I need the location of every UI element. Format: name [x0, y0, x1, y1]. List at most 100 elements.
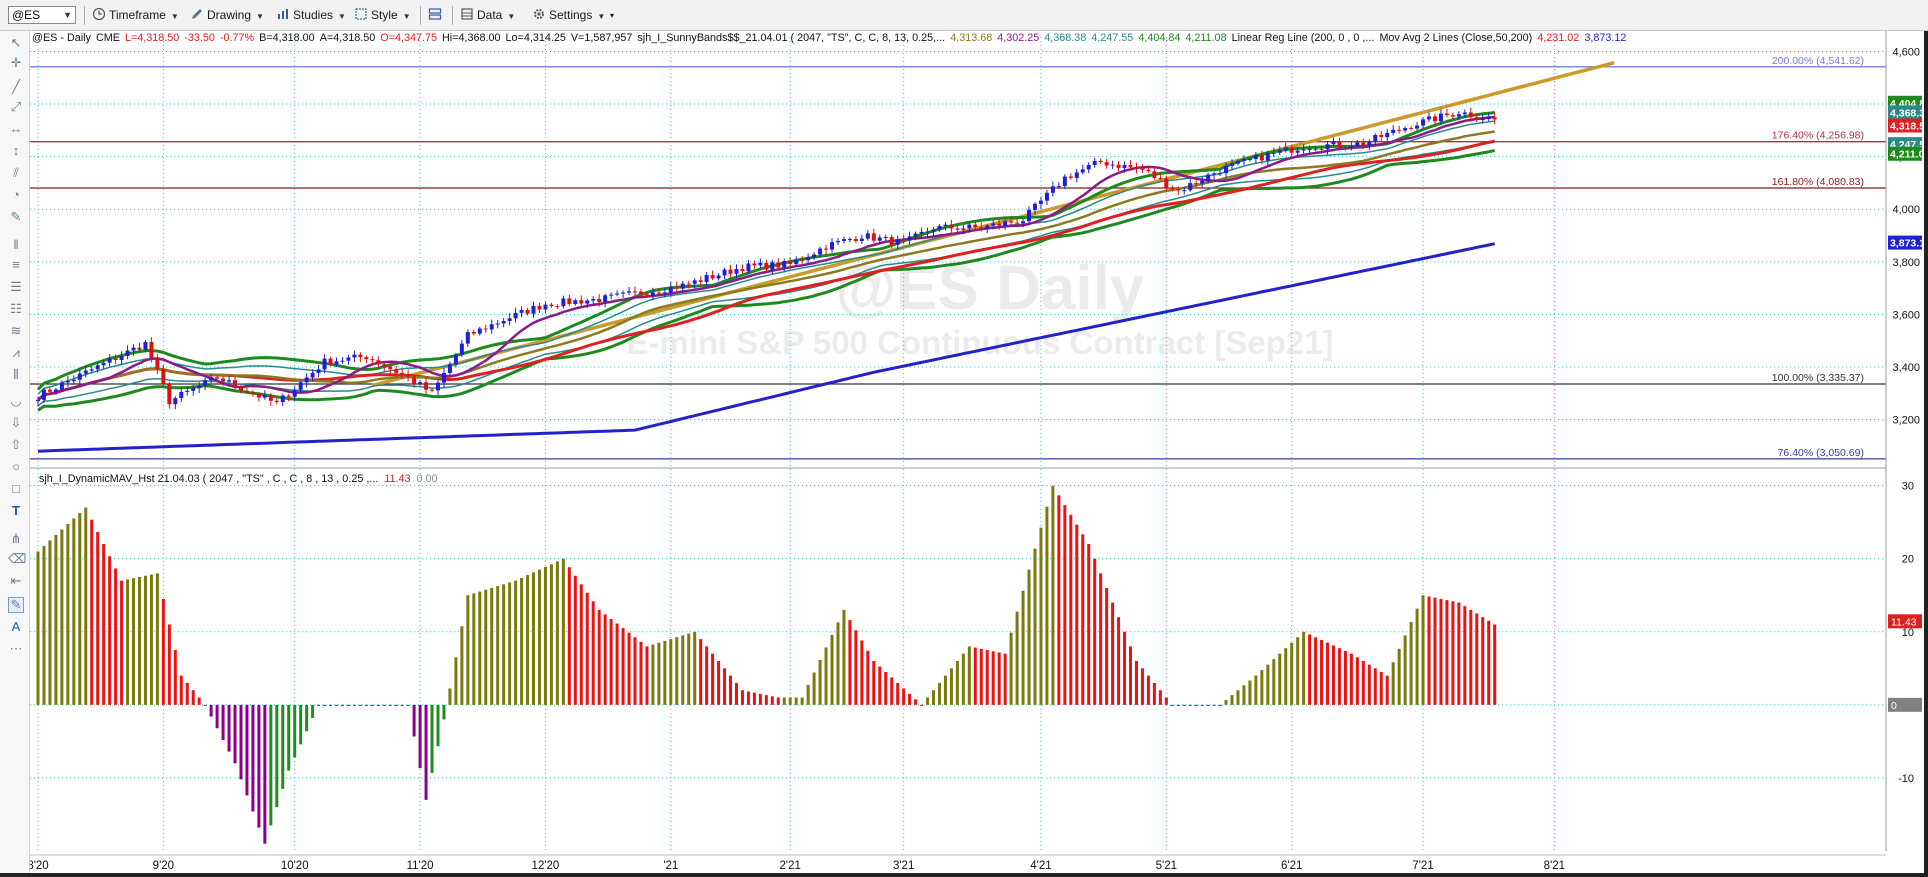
- candle-body: [1241, 159, 1246, 161]
- candle-body: [1253, 154, 1258, 159]
- horizontal-arrows-icon[interactable]: ↔: [9, 121, 23, 136]
- histogram-bar: [1224, 699, 1228, 705]
- pen-icon[interactable]: ✎: [10, 209, 22, 224]
- candle-body: [1403, 128, 1408, 131]
- speed-lines-icon[interactable]: ⩘: [12, 345, 20, 360]
- histogram-bar: [830, 634, 834, 705]
- histogram-bar: [740, 690, 744, 705]
- candle-body: [1134, 167, 1139, 169]
- settings-button[interactable]: Settings ▼: [532, 6, 605, 25]
- toolbar-overflow-icon[interactable]: ▾: [610, 11, 615, 20]
- histogram-bar: [1206, 704, 1210, 706]
- candle-body: [483, 328, 488, 330]
- gann-fan-icon[interactable]: ≋: [10, 323, 22, 338]
- candle-body: [1409, 128, 1414, 130]
- candle-body: [985, 225, 990, 229]
- candle-body: [919, 231, 924, 234]
- drawing-button[interactable]: Drawing ▼: [190, 6, 264, 25]
- candle-body: [161, 368, 166, 385]
- time-axis-label: 8'20: [30, 860, 49, 872]
- magnet-icon[interactable]: ⋔: [10, 531, 22, 546]
- histogram-bar: [424, 704, 428, 800]
- fib-retracement-icon[interactable]: ☰: [10, 279, 22, 294]
- price-tag: [1888, 146, 1922, 161]
- histogram-bar: [567, 567, 571, 705]
- histogram-bar: [1296, 637, 1300, 705]
- histogram-bar: [484, 589, 488, 705]
- text-label-icon[interactable]: A: [11, 619, 21, 634]
- price-tags: 4,404.84,368.34,318.54,247.54,211.03,873…: [1888, 95, 1924, 712]
- data-button[interactable]: Data ▼: [460, 6, 515, 25]
- histogram-bar: [1242, 685, 1246, 705]
- style-icon: [355, 8, 367, 20]
- candle-body: [47, 389, 52, 392]
- candle-body: [262, 395, 267, 398]
- text-tool-icon[interactable]: T: [12, 503, 20, 518]
- pointer-icon[interactable]: ↖: [10, 35, 22, 50]
- histogram-bar: [508, 582, 512, 705]
- toolbar-divider: [452, 6, 453, 25]
- lock-drawing-icon[interactable]: ⇤: [10, 573, 22, 588]
- histogram-bar: [561, 558, 565, 705]
- time-zones-icon[interactable]: ⦀: [13, 367, 19, 382]
- histogram-bar: [317, 704, 321, 706]
- fib-extension-icon[interactable]: ☷: [10, 301, 22, 316]
- candle-body: [1462, 112, 1467, 115]
- header-study-sunnybands: sjh_I_SunnyBands$$_21.04.01 ( 2047, "TS"…: [637, 32, 945, 44]
- ray-icon[interactable]: ⤢: [10, 99, 22, 114]
- trendline-icon[interactable]: ╱: [12, 79, 20, 94]
- symbol-input[interactable]: @ES ▼: [8, 6, 76, 24]
- vertical-line-icon[interactable]: ‖: [13, 237, 19, 252]
- histogram-bar: [848, 620, 852, 705]
- histogram-bar: [878, 666, 882, 705]
- candle-body: [53, 389, 58, 392]
- histogram-bar: [137, 576, 141, 705]
- studies-button[interactable]: Studies ▼: [276, 6, 346, 25]
- histogram-bar: [669, 639, 673, 705]
- more-tools-icon[interactable]: ⋯: [9, 641, 23, 656]
- candle-body: [1271, 152, 1276, 154]
- channel-icon[interactable]: ⫽: [13, 165, 19, 180]
- candle-body: [179, 391, 184, 399]
- style-button[interactable]: Style ▼: [354, 6, 411, 25]
- arrow-up-icon[interactable]: ⇧: [10, 437, 22, 452]
- candle-body: [871, 233, 876, 241]
- histogram-bar: [448, 688, 452, 705]
- histogram-bar: [1439, 598, 1443, 705]
- histogram-bar: [60, 529, 64, 705]
- candle-body: [1379, 135, 1384, 138]
- histogram-bar: [532, 572, 536, 705]
- vertical-arrows-icon[interactable]: ↕: [12, 143, 20, 158]
- candle-body: [412, 376, 417, 384]
- chevron-down-icon[interactable]: ▼: [63, 10, 72, 20]
- sunny-band-inner-upper: [37, 120, 1495, 395]
- arrow-down-icon[interactable]: ⇩: [10, 415, 22, 430]
- eraser-icon[interactable]: ⌫: [8, 551, 27, 566]
- price-chart[interactable]: @ES Daily E-mini S&P 500 Continuous Cont…: [30, 31, 1924, 873]
- histogram-bar: [573, 575, 577, 705]
- active-pen-icon[interactable]: ✎: [8, 597, 24, 613]
- histogram-bar: [961, 653, 965, 705]
- ma200-line: [37, 242, 1496, 453]
- time-axis-label: 9'20: [153, 860, 174, 872]
- candle-body: [1224, 165, 1229, 174]
- symbol-text: @ES: [12, 8, 41, 22]
- rectangle-icon[interactable]: □: [12, 481, 20, 496]
- layout-button[interactable]: [428, 6, 445, 25]
- candle-body: [101, 362, 106, 366]
- histogram-bar: [394, 704, 398, 706]
- cycle-icon[interactable]: ◔: [12, 187, 20, 202]
- timeframe-button[interactable]: Timeframe ▼: [92, 6, 179, 25]
- candle-body: [549, 304, 554, 307]
- candle-body: [1182, 190, 1187, 192]
- regression-icon[interactable]: ≡: [12, 257, 20, 272]
- histogram-bar: [896, 682, 900, 705]
- ellipse-icon[interactable]: ○: [12, 459, 20, 474]
- candle-body: [1337, 141, 1342, 147]
- histogram-bar: [1146, 675, 1150, 705]
- arc-icon[interactable]: ◡: [10, 393, 22, 408]
- candle-body: [997, 223, 1002, 226]
- crosshair-icon[interactable]: ✛: [10, 55, 22, 70]
- candle-body: [1331, 141, 1336, 145]
- candle-body: [1146, 169, 1151, 172]
